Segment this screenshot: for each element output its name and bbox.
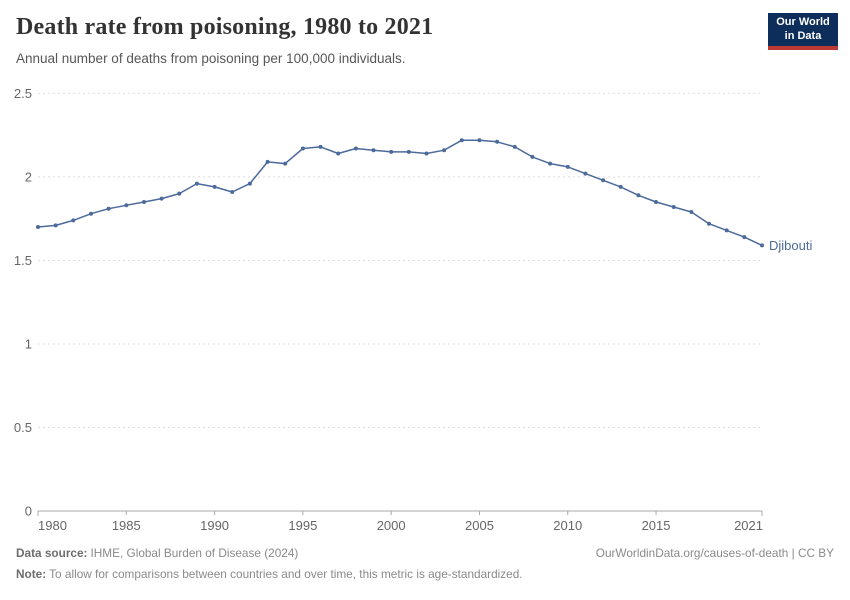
data-point	[601, 178, 606, 183]
data-point	[177, 191, 182, 196]
data-point	[459, 138, 464, 143]
data-point	[618, 184, 623, 189]
data-point	[106, 206, 111, 211]
data-point	[71, 218, 76, 223]
data-point	[636, 193, 641, 198]
y-tick-label: 1.5	[14, 253, 32, 268]
data-point	[654, 200, 658, 204]
x-tick-label: 2010	[553, 518, 582, 533]
x-tick-label: 1980	[38, 518, 67, 533]
data-point	[724, 228, 729, 233]
chart-header: Death rate from poisoning, 1980 to 2021 …	[16, 14, 750, 66]
data-point	[142, 200, 146, 204]
y-tick-label: 2.5	[14, 86, 32, 101]
data-point	[89, 211, 93, 216]
data-point	[477, 138, 482, 143]
note-line: Note: To allow for comparisons between co…	[16, 564, 834, 585]
x-tick-label: 2005	[465, 518, 494, 533]
data-point	[212, 184, 217, 189]
footer-citation-link[interactable]: OurWorldinData.org/causes-of-death | CC …	[595, 546, 834, 560]
page-title: Death rate from poisoning, 1980 to 2021	[16, 14, 434, 40]
data-point	[389, 149, 394, 154]
data-point	[512, 144, 517, 149]
data-source-value: IHME, Global Burden of Disease (2024)	[90, 546, 299, 560]
owid-logo-line2: in Data	[784, 29, 822, 42]
y-tick-label: 2	[25, 169, 32, 184]
note-label: Note:	[16, 566, 47, 581]
data-point	[760, 243, 764, 248]
data-point	[548, 161, 553, 166]
data-point	[124, 203, 129, 208]
x-tick-label: 2000	[377, 518, 406, 533]
data-point	[530, 154, 535, 159]
x-tick-label: 2021	[734, 518, 763, 533]
y-tick-label: 0	[25, 504, 32, 519]
owid-logo: Our World in Data	[768, 13, 838, 50]
data-point	[318, 144, 323, 149]
data-point	[159, 196, 164, 201]
data-point	[406, 149, 411, 154]
y-tick-label: 1	[25, 336, 32, 351]
data-point	[36, 225, 40, 229]
owid-logo-line1: Our World	[776, 15, 830, 28]
x-tick-label: 1985	[112, 518, 141, 533]
x-tick-label: 1995	[288, 518, 317, 533]
data-source-line: Data source: IHME, Global Burden of Disea…	[16, 543, 298, 564]
chart-footer: Data source: IHME, Global Burden of Disea…	[16, 543, 834, 584]
data-point	[53, 223, 58, 228]
note-value: To allow for comparisons between countri…	[49, 566, 523, 581]
series-line-djibouti	[37, 139, 763, 247]
data-point	[300, 146, 305, 151]
data-point	[442, 148, 447, 153]
chart-subtitle: Annual number of deaths from poisoning p…	[16, 51, 406, 66]
data-point	[230, 190, 235, 194]
data-point	[247, 181, 252, 186]
x-tick-label: 1990	[200, 518, 229, 533]
data-point	[742, 235, 747, 240]
data-point	[194, 181, 199, 186]
data-source-label: Data source:	[16, 546, 88, 560]
data-point	[689, 210, 694, 214]
data-point	[336, 151, 341, 156]
data-point	[671, 205, 676, 209]
data-point	[283, 161, 288, 166]
data-point	[495, 139, 500, 144]
series-label-djibouti: Djibouti	[769, 238, 812, 253]
data-point	[565, 164, 570, 169]
y-tick-label: 0.5	[14, 420, 32, 435]
data-point	[371, 148, 376, 153]
data-point	[265, 159, 270, 164]
data-point	[424, 151, 429, 156]
data-point	[353, 146, 358, 151]
data-point	[583, 171, 588, 176]
line-chart: 0 0.5 1 1.5 2 2.5 1980 1985 1990 1995 2000 2005 2010…	[14, 86, 813, 533]
data-point	[707, 221, 711, 226]
x-tick-label: 2015	[642, 518, 671, 533]
